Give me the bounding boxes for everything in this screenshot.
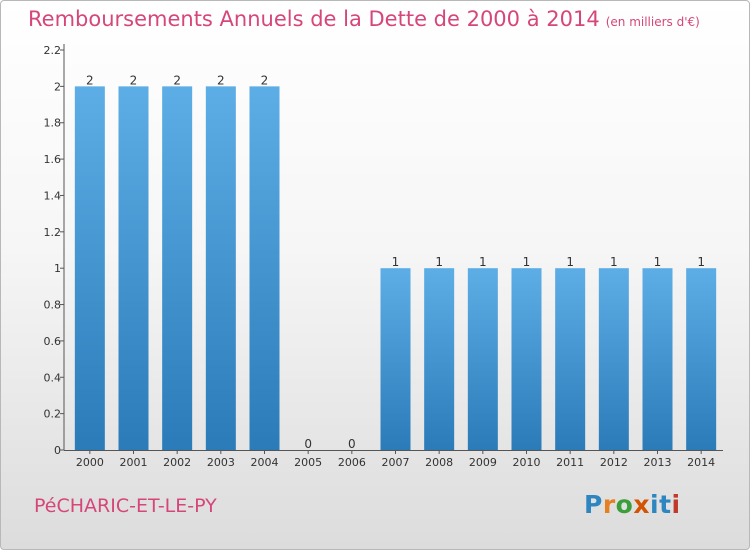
y-tick-label: 0.6 [44, 335, 62, 348]
x-tick-label: 2009 [469, 456, 497, 469]
bar [642, 268, 673, 450]
bar-value-label: 0 [304, 437, 312, 451]
bar-value-label: 2 [217, 73, 225, 87]
x-tick-label: 2001 [120, 456, 148, 469]
bar-value-label: 1 [610, 255, 618, 269]
bar-value-label: 1 [479, 255, 487, 269]
y-tick-label: 1.8 [44, 117, 62, 130]
x-tick-label: 2004 [251, 456, 279, 469]
bar-value-label: 1 [435, 255, 443, 269]
chart-unit-label: (en milliers d'€) [605, 15, 700, 29]
commune-name: PéCHARIC-ET-LE-PY [34, 495, 217, 517]
logo-letter: r [602, 490, 616, 519]
x-tick-label: 2008 [425, 456, 453, 469]
bar-value-label: 2 [86, 73, 94, 87]
x-tick-label: 2002 [163, 456, 191, 469]
bar [74, 86, 105, 450]
logo-letter: i [671, 490, 681, 519]
bar [686, 268, 717, 450]
x-tick-label: 2000 [76, 456, 104, 469]
bar [555, 268, 586, 450]
x-tick-label: 2011 [556, 456, 584, 469]
bar-value-label: 2 [173, 73, 181, 87]
y-tick-label: 1.6 [44, 153, 62, 166]
x-tick-label: 2014 [687, 456, 715, 469]
proxiti-logo: Proxiti [584, 490, 681, 519]
bar [511, 268, 542, 450]
bar [162, 86, 193, 450]
chart-title: Remboursements Annuels de la Dette de 20… [28, 7, 700, 31]
y-tick-label: 0.8 [44, 299, 62, 312]
y-tick-label: 2 [54, 80, 61, 93]
logo-letter: P [584, 490, 603, 519]
chart-title-text: Remboursements Annuels de la Dette de 20… [28, 7, 600, 31]
y-tick-label: 1.4 [44, 189, 62, 202]
x-tick-label: 2005 [294, 456, 322, 469]
bar-value-label: 0 [348, 437, 356, 451]
y-tick-label: 0.4 [44, 371, 62, 384]
x-tick-label: 2007 [382, 456, 410, 469]
bar-value-label: 2 [130, 73, 138, 87]
bar [598, 268, 629, 450]
y-tick-label: 0.2 [44, 408, 62, 421]
x-tick-label: 2006 [338, 456, 366, 469]
logo-letter: o [615, 490, 634, 519]
y-tick-label: 1.2 [44, 226, 62, 239]
bar [467, 268, 498, 450]
x-tick-label: 2003 [207, 456, 235, 469]
bar-value-label: 1 [392, 255, 400, 269]
x-tick-label: 2012 [600, 456, 628, 469]
bar-value-label: 1 [654, 255, 662, 269]
y-tick-label: 2.2 [44, 44, 62, 57]
bar-value-label: 1 [566, 255, 574, 269]
logo-letter: x [633, 490, 650, 519]
bar [205, 86, 236, 450]
x-tick-label: 2010 [513, 456, 541, 469]
x-tick-label: 2013 [644, 456, 672, 469]
logo-letter: i [650, 490, 660, 519]
bar [118, 86, 149, 450]
bar [380, 268, 411, 450]
y-tick-label: 0 [54, 444, 61, 457]
y-tick-label: 1 [54, 262, 61, 275]
logo-letter: t [659, 490, 672, 519]
bar [424, 268, 455, 450]
bar [249, 86, 280, 450]
bar-value-label: 1 [697, 255, 705, 269]
bar-value-label: 2 [261, 73, 269, 87]
bar-value-label: 1 [523, 255, 531, 269]
